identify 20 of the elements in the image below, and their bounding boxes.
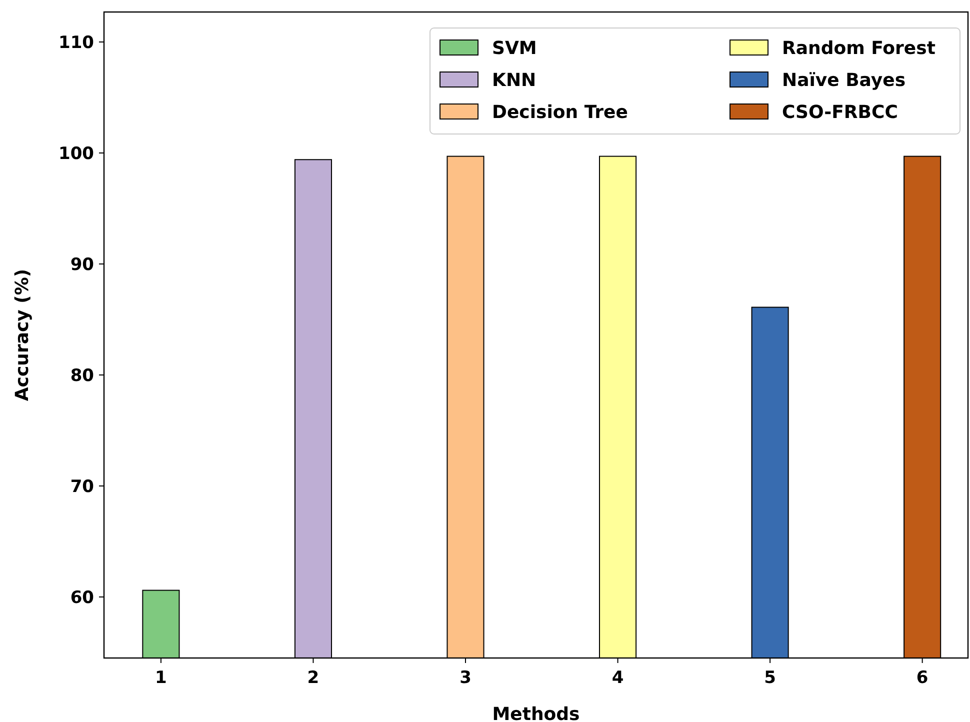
- y-tick-label: 90: [70, 254, 94, 275]
- x-tick-label: 3: [460, 668, 472, 688]
- legend-label: KNN: [492, 70, 536, 91]
- legend-label: Random Forest: [782, 38, 936, 59]
- legend-label: CSO-FRBCC: [782, 102, 898, 123]
- x-tick-label: 6: [916, 668, 928, 688]
- legend-label: Naïve Bayes: [782, 70, 906, 91]
- y-tick-label: 60: [70, 588, 94, 608]
- x-axis-title: Methods: [492, 704, 580, 722]
- y-tick-label: 70: [70, 476, 94, 497]
- x-tick-label: 5: [764, 668, 776, 688]
- y-tick-label: 110: [58, 32, 94, 53]
- legend-label: Decision Tree: [492, 102, 628, 123]
- legend-label: SVM: [492, 38, 537, 59]
- y-tick-label: 100: [58, 144, 94, 164]
- x-tick-label: 4: [612, 668, 624, 688]
- x-tick-label: 1: [155, 668, 167, 688]
- y-tick-label: 80: [70, 366, 94, 386]
- x-tick-label: 2: [307, 668, 320, 688]
- y-axis-title: Accuracy (%): [12, 268, 33, 402]
